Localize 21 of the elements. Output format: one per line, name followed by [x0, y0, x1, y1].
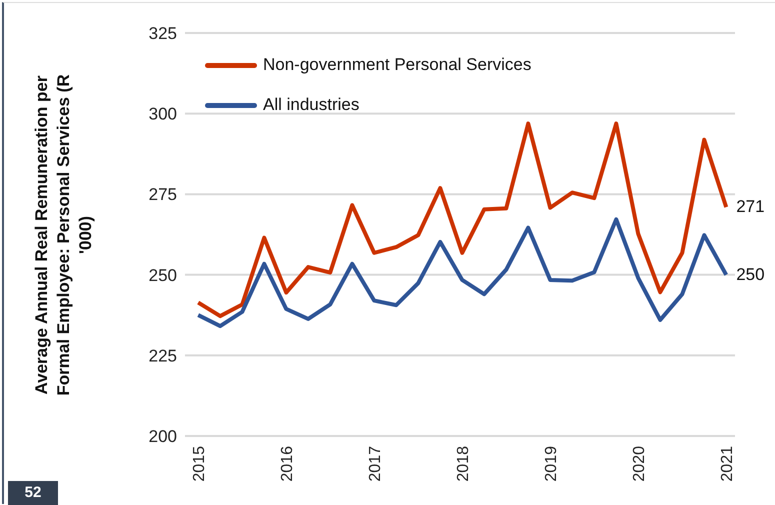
x-tick-label: 2015: [191, 446, 208, 482]
y-axis-title: Average Annual Real Remuneration per Formal Employee: Personal Services (R '000): [31, 73, 96, 398]
x-tick-label: 2019: [543, 446, 560, 482]
y-tick-label: 250: [148, 266, 177, 285]
y-tick-label: 200: [148, 427, 177, 446]
data-label: 271: [736, 197, 765, 216]
y-tick-label: 300: [148, 104, 177, 124]
x-tick-label: 2018: [455, 446, 472, 482]
y-tick-label: 275: [148, 185, 177, 204]
y-tick-label: 225: [148, 346, 177, 366]
y-tick-label: 325: [148, 24, 177, 44]
text: 52: [8, 481, 58, 505]
data-label: 250: [736, 264, 765, 284]
x-tick-label: 2017: [367, 446, 384, 482]
x-tick-label: 2021: [719, 446, 736, 482]
line-series: [196, 122, 728, 318]
x-tick-label: 2020: [631, 446, 648, 482]
line-series: [196, 217, 728, 328]
x-tick-label: 2016: [279, 446, 296, 482]
legend-label: Non-government Personal Services: [263, 55, 532, 75]
legend-label: All industries: [263, 95, 360, 115]
